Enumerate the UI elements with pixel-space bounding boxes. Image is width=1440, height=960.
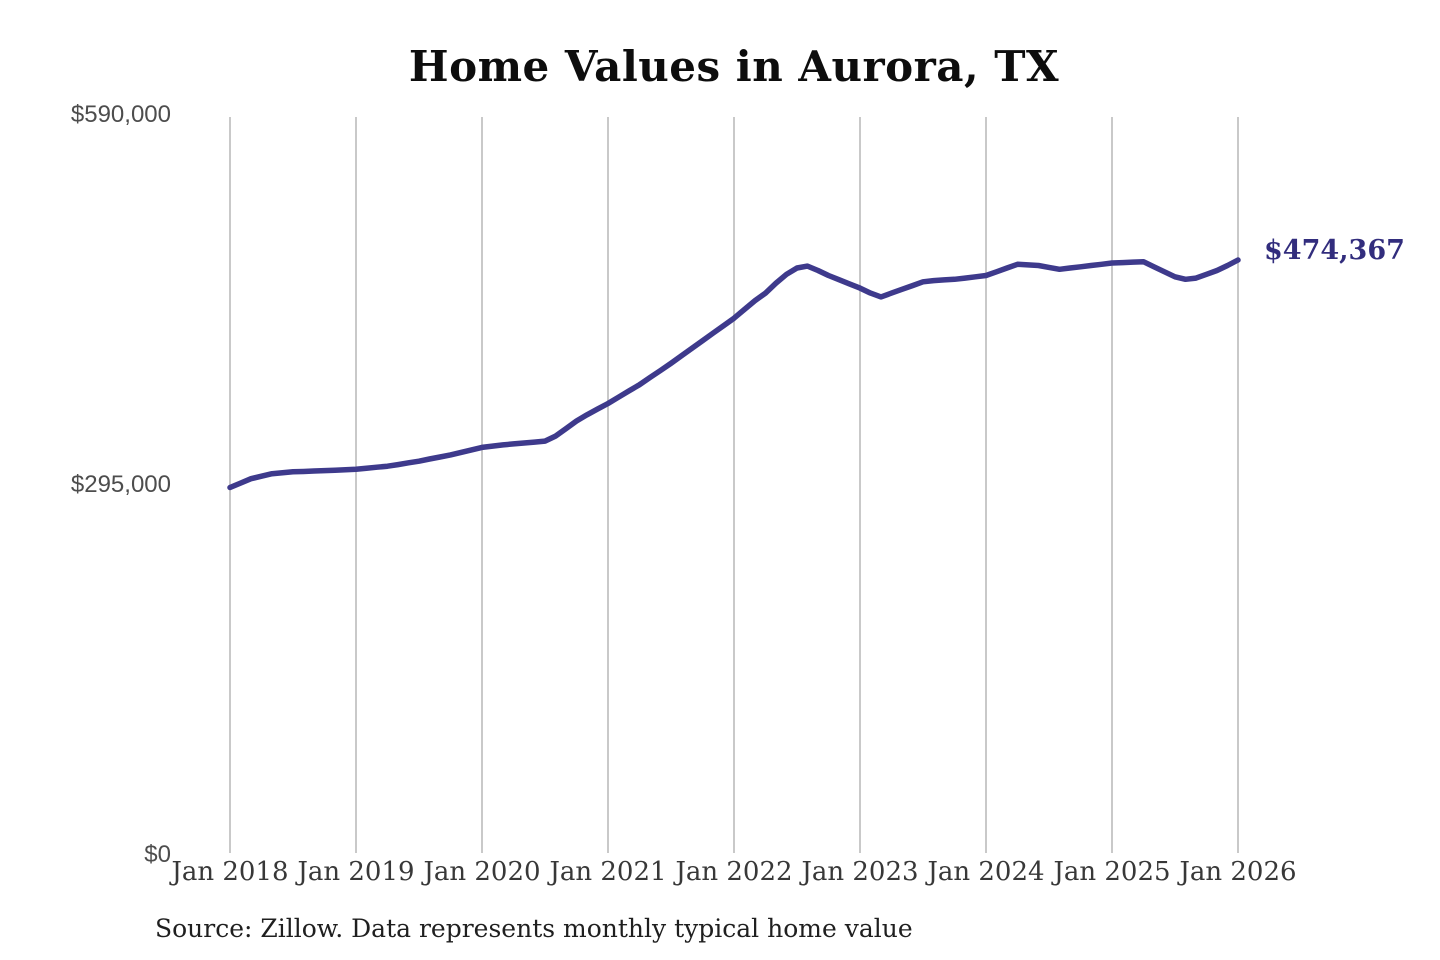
x-axis-label: Jan 2023 bbox=[801, 857, 919, 887]
x-axis-label: Jan 2020 bbox=[423, 857, 541, 887]
x-axis-label: Jan 2026 bbox=[1179, 857, 1297, 887]
y-axis-label-295000: $295,000 bbox=[70, 471, 171, 498]
x-axis-label: Jan 2021 bbox=[549, 857, 667, 887]
gridlines bbox=[229, 117, 1239, 853]
y-axis-label-590000: $590,000 bbox=[70, 101, 171, 128]
x-axis-label: Jan 2025 bbox=[1053, 857, 1171, 887]
x-axis-label: Jan 2022 bbox=[675, 857, 793, 887]
chart-title: Home Values in Aurora, TX bbox=[408, 42, 1060, 91]
x-axis-label: Jan 2019 bbox=[297, 857, 415, 887]
x-axis-label: Jan 2024 bbox=[927, 857, 1045, 887]
source-note: Source: Zillow. Data represents monthly … bbox=[155, 914, 913, 943]
y-axis-label-0: $0 bbox=[144, 841, 171, 868]
value-line bbox=[227, 257, 1241, 491]
x-axis-label: Jan 2018 bbox=[171, 857, 289, 887]
end-value-label: $474,367 bbox=[1264, 235, 1405, 266]
